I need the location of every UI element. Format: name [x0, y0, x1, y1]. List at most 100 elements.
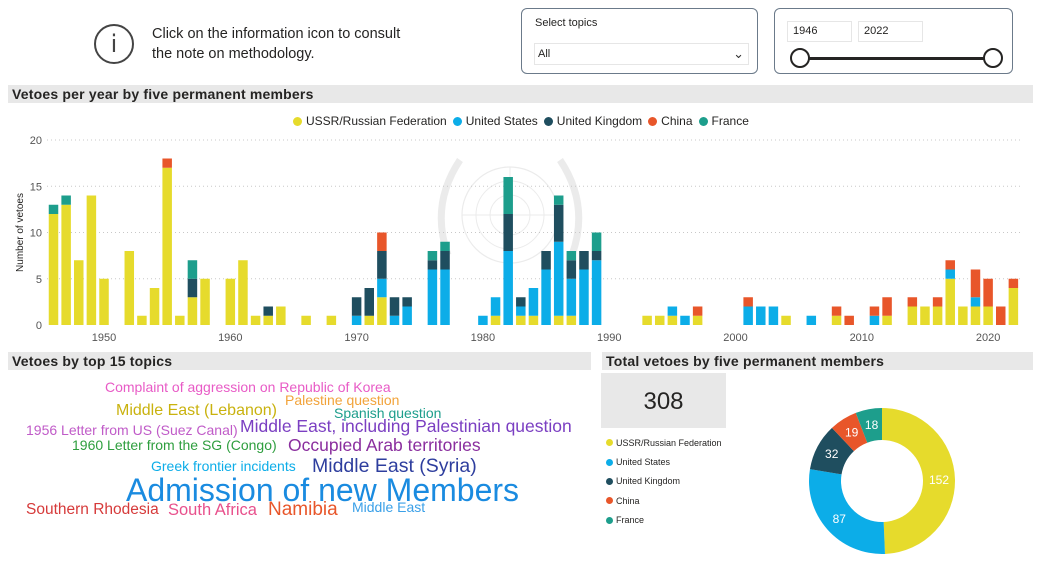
- bar-ussr-1972[interactable]: [377, 297, 387, 325]
- bar-us-1981[interactable]: [490, 297, 501, 316]
- bar-ussr-1953[interactable]: [137, 315, 147, 325]
- chevron-down-icon[interactable]: ⌄: [733, 46, 744, 61]
- bar-ussr-2022[interactable]: [1008, 288, 1019, 325]
- donut-slice-ussr[interactable]: [882, 408, 956, 554]
- bar-ussr-1994[interactable]: [654, 315, 665, 325]
- bar-us-1973[interactable]: [389, 315, 400, 325]
- topic-word[interactable]: Southern Rhodesia: [26, 501, 159, 518]
- bar-france-1982[interactable]: [503, 177, 513, 214]
- bar-uk-1972[interactable]: [377, 251, 387, 279]
- bar-france-1947[interactable]: [61, 195, 71, 205]
- legend-item-france[interactable]: France: [698, 114, 749, 128]
- topic-word[interactable]: Admission of new Members: [126, 472, 520, 508]
- bar-us-1985[interactable]: [541, 269, 551, 326]
- bar-france-1957[interactable]: [187, 260, 198, 279]
- year-start-input[interactable]: 1946: [787, 21, 852, 42]
- bar-us-1995[interactable]: [667, 306, 678, 316]
- bar-ussr-2004[interactable]: [781, 315, 791, 325]
- bar-ussr-1960[interactable]: [225, 278, 236, 325]
- bar-us-1984[interactable]: [528, 288, 539, 316]
- bar-us-2019[interactable]: [970, 297, 981, 307]
- bar-uk-1986[interactable]: [553, 204, 564, 242]
- legend-item-uk[interactable]: United Kingdom: [543, 114, 642, 128]
- bar-china-2019[interactable]: [970, 269, 981, 298]
- bar-us-1976[interactable]: [427, 269, 438, 326]
- topic-word[interactable]: 1956 Letter from US (Suez Canal): [26, 422, 238, 438]
- bar-china-2016[interactable]: [932, 297, 943, 307]
- bar-ussr-2015[interactable]: [920, 306, 930, 326]
- donut-legend-item-france[interactable]: France: [606, 511, 722, 530]
- bar-ussr-1966[interactable]: [301, 315, 311, 325]
- topic-word[interactable]: Greek frontier incidents: [151, 458, 296, 474]
- bar-us-2011[interactable]: [869, 315, 880, 325]
- bar-uk-1988[interactable]: [579, 251, 589, 270]
- bar-ussr-1984[interactable]: [528, 315, 539, 325]
- bar-uk-1957[interactable]: [187, 278, 198, 298]
- bar-us-1987[interactable]: [566, 278, 577, 316]
- bar-ussr-1954[interactable]: [149, 288, 160, 325]
- topic-word[interactable]: Middle East (Lebanon): [116, 402, 277, 419]
- bar-ussr-2019[interactable]: [970, 306, 981, 326]
- donut-slice-china[interactable]: [831, 412, 868, 452]
- bar-ussr-1958[interactable]: [200, 278, 210, 325]
- topic-word[interactable]: Palestine question: [285, 392, 400, 408]
- bar-ussr-2020[interactable]: [983, 306, 993, 326]
- bar-china-2014[interactable]: [907, 297, 918, 307]
- bar-ussr-2018[interactable]: [958, 306, 968, 326]
- bar-us-1996[interactable]: [680, 315, 690, 325]
- bar-france-1986[interactable]: [553, 195, 564, 205]
- bar-china-2020[interactable]: [983, 278, 993, 307]
- bar-us-2017[interactable]: [945, 269, 955, 279]
- bar-ussr-1962[interactable]: [250, 315, 261, 325]
- bar-uk-1974[interactable]: [402, 297, 412, 307]
- donut-slice-france[interactable]: [855, 408, 882, 443]
- bar-china-1955[interactable]: [162, 158, 172, 168]
- bar-us-1982[interactable]: [503, 251, 513, 325]
- bar-us-1983[interactable]: [516, 306, 526, 316]
- bar-uk-1983[interactable]: [516, 297, 526, 307]
- bar-us-1986[interactable]: [553, 241, 564, 316]
- bar-china-1997[interactable]: [692, 306, 703, 316]
- topic-word[interactable]: Namibia: [268, 499, 338, 520]
- bar-china-2009[interactable]: [844, 315, 854, 325]
- year-end-input[interactable]: 2022: [858, 21, 923, 42]
- topic-word[interactable]: South Africa: [168, 501, 257, 519]
- info-icon[interactable]: i: [94, 24, 134, 64]
- topic-word[interactable]: Middle East (Syria): [312, 455, 477, 477]
- bar-ussr-1961[interactable]: [238, 260, 248, 325]
- bar-ussr-1983[interactable]: [516, 315, 526, 325]
- bar-ussr-1950[interactable]: [99, 278, 109, 325]
- bar-uk-1963[interactable]: [263, 306, 273, 316]
- bar-us-1988[interactable]: [579, 269, 589, 326]
- bar-ussr-1948[interactable]: [74, 260, 84, 325]
- donut-slice-us[interactable]: [809, 469, 885, 554]
- topics-dropdown[interactable]: All ⌄: [534, 43, 749, 65]
- year-range-start-handle[interactable]: [790, 48, 810, 68]
- topic-word[interactable]: 1960 Letter from the SG (Congo): [72, 437, 277, 453]
- bar-china-2008[interactable]: [831, 306, 842, 316]
- bar-uk-1977[interactable]: [440, 251, 450, 270]
- bar-ussr-1981[interactable]: [490, 315, 501, 325]
- bar-ussr-1964[interactable]: [276, 306, 286, 326]
- year-range-track[interactable]: [800, 57, 993, 60]
- bar-us-2006[interactable]: [806, 315, 817, 325]
- donut-legend-item-ussr[interactable]: USSR/Russian Federation: [606, 433, 722, 452]
- topic-word[interactable]: Middle East: [352, 499, 426, 515]
- bar-us-1970[interactable]: [351, 315, 362, 325]
- bar-ussr-1949[interactable]: [86, 195, 97, 326]
- bar-uk-1982[interactable]: [503, 214, 513, 251]
- bar-us-1980[interactable]: [478, 315, 488, 325]
- bar-ussr-1987[interactable]: [566, 315, 577, 325]
- donut-legend-item-china[interactable]: China: [606, 491, 722, 510]
- bar-ussr-2012[interactable]: [882, 315, 892, 325]
- bar-ussr-2016[interactable]: [932, 306, 943, 326]
- bar-ussr-1955[interactable]: [162, 167, 172, 325]
- bar-ussr-1957[interactable]: [187, 297, 198, 325]
- bar-china-2011[interactable]: [869, 306, 880, 316]
- bar-ussr-1963[interactable]: [263, 315, 273, 325]
- bar-ussr-1971[interactable]: [364, 315, 375, 325]
- bar-france-1987[interactable]: [566, 251, 577, 261]
- bar-china-1972[interactable]: [377, 232, 387, 252]
- bar-us-2002[interactable]: [756, 306, 766, 326]
- bar-france-1989[interactable]: [591, 232, 602, 252]
